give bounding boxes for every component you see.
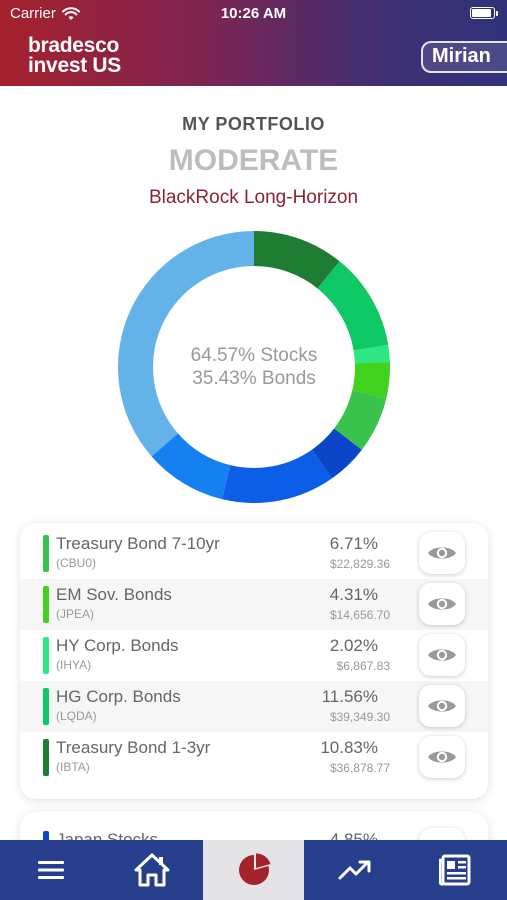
holding-percentage: 10.83% <box>320 738 378 757</box>
eye-icon <box>428 547 456 559</box>
holding-ticker: (JPEA) <box>56 607 95 621</box>
carrier: Carrier <box>10 5 80 22</box>
donut-center-label: 64.57% Stocks 35.43% Bonds <box>115 344 393 390</box>
trending-up-icon <box>338 860 371 880</box>
holding-amount: $6,867.83 <box>336 659 390 673</box>
donut-segment-3 <box>352 361 390 399</box>
nav-portfolio[interactable] <box>202 840 305 900</box>
holding-name: Treasury Bond 7-10yr <box>56 534 220 553</box>
bonds-percentage: 35.43% Bonds <box>192 368 316 389</box>
nav-menu[interactable] <box>0 840 101 900</box>
holding-color-bar <box>43 637 49 674</box>
view-details-button[interactable] <box>419 685 465 727</box>
model-portfolio-name: BlackRock Long-Horizon <box>148 187 359 208</box>
eye-icon <box>428 649 456 661</box>
eye-icon <box>428 751 456 763</box>
nav-news[interactable] <box>406 840 507 900</box>
home-icon <box>134 853 170 887</box>
wifi-icon <box>61 6 80 20</box>
donut-segment-5 <box>311 428 362 479</box>
newspaper-icon <box>439 854 471 886</box>
donut-segment-0 <box>254 231 340 289</box>
donut-segment-4 <box>334 390 387 450</box>
nav-home[interactable] <box>101 840 202 900</box>
holding-percentage: 11.56% <box>321 687 378 706</box>
holding-amount: $14,656.70 <box>329 608 390 622</box>
status-bar: Carrier 10:26 AM <box>0 0 507 28</box>
holding-ticker: (LQDA) <box>56 709 97 723</box>
holding-amount: $22,829.36 <box>329 557 390 571</box>
holding-row[interactable]: EM Sov. Bonds (JPEA) 4.31% $14,656.70 <box>20 579 488 630</box>
user-name[interactable]: Mirian <box>432 45 491 67</box>
holding-row[interactable]: Treasury Bond 1-3yr (IBTA) 10.83% $36,87… <box>20 732 488 783</box>
holding-amount: $39,349.30 <box>329 710 390 724</box>
donut-segment-7 <box>151 433 231 500</box>
holding-row[interactable]: Treasury Bond 7-10yr (CBU0) 6.71% $22,82… <box>20 528 488 579</box>
holding-percentage: 4.31% <box>329 585 378 604</box>
nav-performance[interactable] <box>304 840 405 900</box>
battery-icon <box>470 7 498 19</box>
pie-chart-icon <box>238 853 271 885</box>
holding-name: HY Corp. Bonds <box>56 636 179 655</box>
view-details-button[interactable] <box>419 532 465 574</box>
risk-profile: MODERATE <box>168 144 339 177</box>
holding-row[interactable]: HG Corp. Bonds (LQDA) 11.56% $39,349.30 <box>20 681 488 732</box>
holding-color-bar <box>43 688 49 725</box>
holding-name: HG Corp. Bonds <box>56 687 181 706</box>
view-details-button[interactable] <box>419 634 465 676</box>
holding-ticker: (CBU0) <box>56 556 97 570</box>
holding-percentage: 2.02% <box>329 636 378 655</box>
holding-color-bar <box>43 535 49 572</box>
holding-percentage: 6.71% <box>329 534 378 553</box>
view-details-button[interactable] <box>419 736 465 778</box>
allocation-donut-chart <box>118 231 390 504</box>
eye-icon <box>428 598 456 610</box>
holding-name: Treasury Bond 1-3yr <box>56 738 211 757</box>
eye-icon <box>428 700 456 712</box>
app-header: Carrier 10:26 AM bradesco invest US Miri… <box>0 0 507 86</box>
bradesco-logo: bradesco invest US <box>28 34 121 77</box>
holding-row[interactable]: HY Corp. Bonds (IHYA) 2.02% $6,867.83 <box>20 630 488 681</box>
holding-ticker: (IHYA) <box>56 658 92 672</box>
holdings-card: Treasury Bond 7-10yr (CBU0) 6.71% $22,82… <box>20 523 488 799</box>
user-menu-button[interactable] <box>421 41 507 73</box>
holding-ticker: (IBTA) <box>56 760 90 774</box>
status-time: 10:26 AM <box>220 5 287 22</box>
holding-color-bar <box>43 586 49 623</box>
menu-icon <box>37 861 64 879</box>
donut-segment-6 <box>222 449 332 504</box>
holding-color-bar <box>43 739 49 776</box>
bottom-navigation <box>0 840 507 900</box>
battery-level <box>472 9 491 17</box>
page-title: MY PORTFOLIO <box>182 114 325 134</box>
holding-amount: $36,878.77 <box>329 761 390 775</box>
carrier-label: Carrier <box>10 5 56 22</box>
donut-segment-2 <box>353 344 390 364</box>
view-details-button[interactable] <box>419 583 465 625</box>
stocks-percentage: 64.57% Stocks <box>190 345 318 366</box>
donut-segment-1 <box>317 261 389 351</box>
donut-segment-8 <box>118 231 255 457</box>
holding-name: EM Sov. Bonds <box>56 585 172 604</box>
